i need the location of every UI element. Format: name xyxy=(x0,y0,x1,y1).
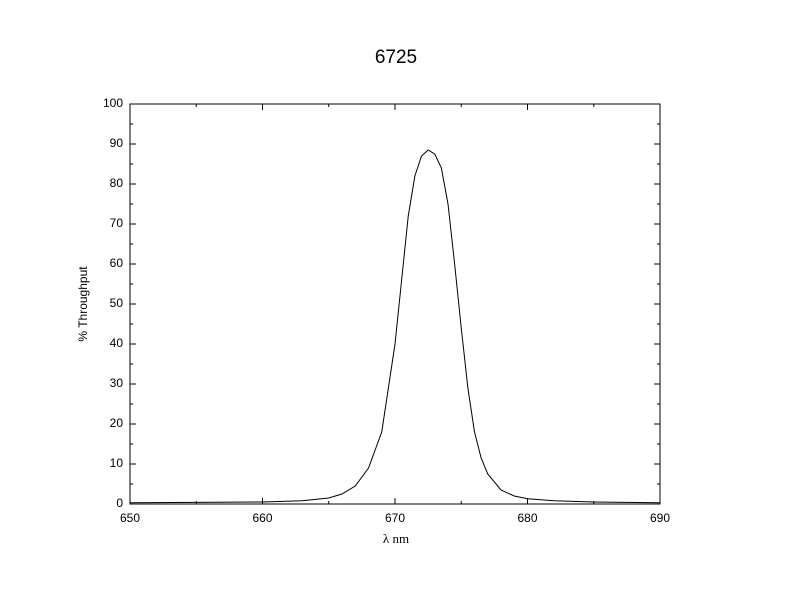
y-tick-label: 30 xyxy=(110,376,124,390)
x-tick-label: 650 xyxy=(120,511,140,525)
y-tick-label: 60 xyxy=(110,256,124,270)
y-tick-label: 20 xyxy=(110,416,124,430)
line-series xyxy=(129,149,661,504)
x-tick-label: 660 xyxy=(252,511,272,525)
x-tick-label: 680 xyxy=(517,511,537,525)
y-tick-label: 50 xyxy=(110,296,124,310)
x-tick-label: 690 xyxy=(650,511,670,525)
chart-title: 6725 xyxy=(375,47,417,68)
y-tick-label: 90 xyxy=(110,136,124,150)
x-tick-label: 670 xyxy=(385,511,405,525)
plot-frame xyxy=(129,103,661,505)
y-axis-label: % Throughput xyxy=(76,266,90,342)
x-axis-label: λ nm xyxy=(383,531,409,546)
y-tick-label: 0 xyxy=(116,496,123,510)
y-tick-label: 70 xyxy=(110,216,124,230)
y-tick-label: 10 xyxy=(110,456,124,470)
y-tick-label: 40 xyxy=(110,336,124,350)
y-tick-label: 80 xyxy=(110,176,124,190)
y-tick-label: 100 xyxy=(103,96,123,110)
